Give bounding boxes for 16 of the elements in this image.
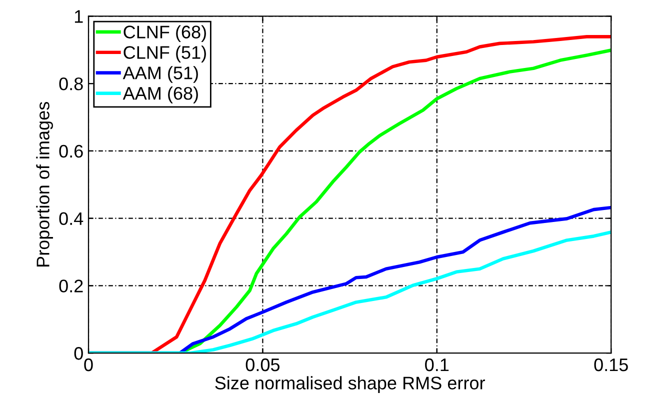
legend-label: CLNF (68) bbox=[124, 25, 206, 42]
y-tick-label: 0.8 bbox=[59, 77, 83, 90]
x-tick-label: 0.1 bbox=[425, 358, 449, 372]
x-tick-label: 0.05 bbox=[246, 358, 280, 372]
y-tick-label: 0 bbox=[74, 347, 83, 360]
legend-label: CLNF (51) bbox=[124, 46, 206, 62]
legend-label: AAM (68) bbox=[122, 86, 198, 104]
y-tick-label: 0.2 bbox=[59, 280, 83, 292]
x-tick-label: 0 bbox=[84, 358, 93, 372]
y-tick-label: 1 bbox=[74, 10, 83, 23]
x-axis-title: Size normalised shape RMS error bbox=[215, 376, 485, 394]
y-tick-label: 0.4 bbox=[59, 212, 84, 226]
y-tick-label: 0.6 bbox=[59, 144, 83, 158]
y-axis-title: Proportion of images bbox=[36, 102, 53, 266]
legend-label: AAM (51) bbox=[122, 66, 198, 83]
x-tick-label: 0.15 bbox=[594, 358, 628, 372]
